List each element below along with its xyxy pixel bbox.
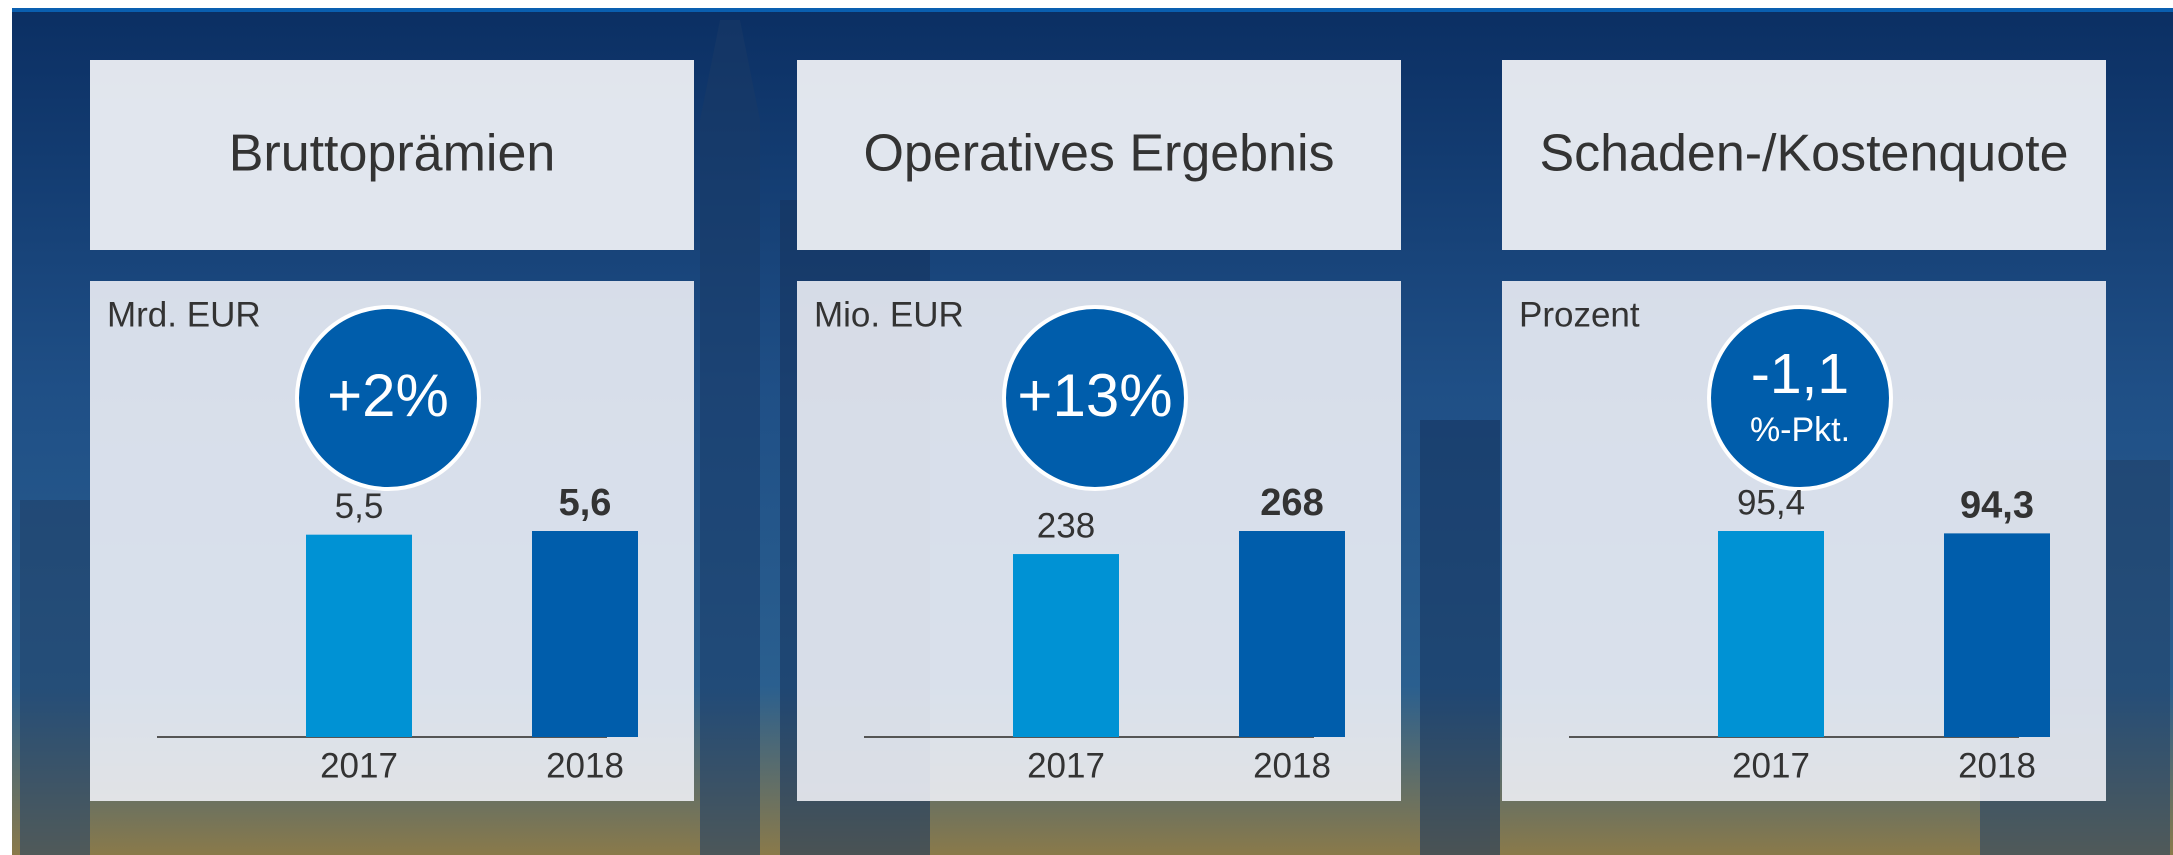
chart-panel: Operatives Ergebnis Mio. EUR +13% 238 2017 26…	[797, 60, 1401, 801]
chart-panel: Schaden-/Kostenquote Prozent -1,1 %-Pkt. 95,…	[1502, 60, 2106, 801]
category-label: 2018	[1253, 746, 1331, 785]
unit-label: Mio. EUR	[814, 295, 964, 334]
bar	[532, 531, 638, 737]
badge-text: -1,1	[1751, 342, 1849, 406]
badge-text: +13%	[1017, 362, 1172, 429]
unit-label: Prozent	[1519, 295, 1640, 334]
value-label: 5,5	[335, 487, 384, 526]
badge-text: %-Pkt.	[1750, 411, 1850, 449]
category-label: 2017	[1732, 746, 1810, 785]
value-label: 94,3	[1960, 484, 2034, 526]
unit-label: Mrd. EUR	[107, 295, 261, 334]
bar	[1944, 533, 2050, 737]
badge-text: +2%	[327, 362, 449, 429]
chart-title: Operatives Ergebnis	[863, 125, 1334, 183]
category-label: 2017	[1027, 746, 1105, 785]
chart-panel: Bruttoprämien Mrd. EUR +2% 5,5 2017 5,6 2018	[90, 60, 694, 801]
chart-title: Bruttoprämien	[229, 125, 556, 183]
value-label: 238	[1037, 506, 1095, 545]
bar	[306, 535, 412, 737]
category-label: 2018	[546, 746, 624, 785]
value-label: 5,6	[559, 482, 612, 524]
value-label: 95,4	[1737, 483, 1805, 522]
chart-title: Schaden-/Kostenquote	[1539, 125, 2068, 183]
category-label: 2017	[320, 746, 398, 785]
value-label: 268	[1260, 482, 1323, 524]
bar	[1013, 554, 1119, 737]
page: BruttoprämienMrd. EUR+2%5,520175,62018Op…	[0, 0, 2173, 855]
category-label: 2018	[1958, 746, 2036, 785]
top-bar	[12, 8, 2173, 12]
bar	[1239, 531, 1345, 737]
bar	[1718, 531, 1824, 737]
